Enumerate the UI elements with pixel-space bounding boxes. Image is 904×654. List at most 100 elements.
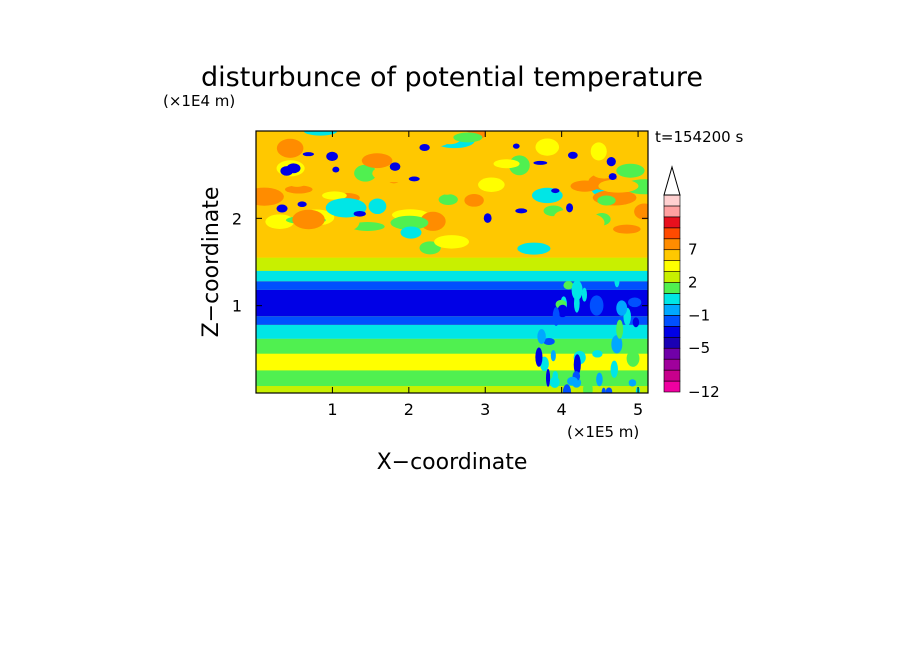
contour-cell (611, 335, 623, 354)
colorbar-segment (663, 315, 681, 327)
contour-cell (608, 173, 617, 181)
contour-band-6 (256, 289, 648, 317)
contour-cell (400, 226, 422, 239)
colorbar-segment (663, 293, 681, 305)
contour-cell (573, 354, 581, 376)
x-tick-label: 4 (557, 400, 567, 419)
colorbar-segment (663, 304, 681, 316)
contour-cell (408, 176, 420, 182)
contour-cell (563, 281, 574, 290)
contour-cell (543, 337, 555, 346)
x-unit-label: (×1E5 m) (567, 423, 639, 441)
contour-cell (590, 142, 607, 161)
plot-area (256, 131, 648, 393)
axis-ticks: 1 2 3 4 5 1 2 (232, 131, 648, 419)
x-tick-label: 2 (404, 400, 414, 419)
y-axis-label: Z−coordinate (199, 187, 224, 338)
contour-cell (390, 215, 429, 230)
contour-cell (571, 280, 583, 301)
contour-band-7 (256, 281, 648, 290)
contour-cell (613, 224, 641, 234)
contour-cell (389, 162, 401, 171)
contour-bands (256, 131, 648, 393)
colorbar-segment (663, 271, 681, 283)
contour-cell (332, 166, 340, 173)
contour-cell (285, 174, 309, 187)
colorbar-segment (663, 260, 681, 272)
contour-features (256, 131, 648, 393)
contour-cell (464, 194, 484, 207)
contour-cell (372, 164, 416, 183)
contour-cell (512, 143, 520, 149)
contour-cell (368, 198, 387, 215)
contour-cell (592, 350, 603, 358)
contour-cell (537, 329, 546, 344)
x-axis-label: X−coordinate (377, 450, 528, 475)
contour-cell (583, 381, 593, 393)
contour-cell (335, 228, 357, 237)
colorbar-segment (663, 347, 681, 360)
contour-cell (284, 185, 313, 194)
contour-cell (598, 179, 639, 193)
contour-band-5 (256, 316, 648, 325)
contour-cell (605, 387, 613, 393)
colorbar-extend-arrow (663, 165, 681, 196)
colorbar-segment (663, 205, 681, 218)
contour-cell (303, 131, 338, 136)
contour-cell (551, 188, 560, 194)
colorbar-segment (663, 358, 681, 371)
contour-cell (453, 173, 473, 192)
contour-cell (626, 350, 640, 367)
contour-cell (276, 138, 304, 158)
contour-cell (545, 368, 551, 387)
contour-band-0 (256, 386, 648, 393)
contour-cell (515, 208, 528, 214)
contour-cell (567, 151, 578, 159)
colorbar-segment (663, 227, 681, 240)
colorbar-segment (663, 326, 681, 338)
contour-cell (265, 214, 295, 229)
contour-cell (616, 319, 624, 339)
contour-cell (549, 376, 560, 388)
contour-cell (581, 287, 588, 302)
colorbar-tick-label: −1 (688, 306, 710, 324)
contour-cell (493, 159, 520, 169)
contour-cell (628, 379, 637, 387)
plot-frame (255, 130, 649, 394)
colorbar-segment (663, 238, 681, 251)
contour-cell (438, 179, 456, 195)
contour-cell (610, 360, 618, 378)
contour-band-2 (256, 353, 648, 371)
colorbar-tick-label: 7 (688, 241, 698, 259)
y-tick-label: 2 (232, 209, 242, 228)
contour-cell (419, 241, 441, 255)
contour-cell (326, 151, 338, 161)
colorbar-segment (663, 216, 681, 229)
x-tick-label: 1 (327, 400, 337, 419)
chart-title: disturbunce of potential temperature (201, 62, 703, 93)
contour-band-8 (256, 270, 648, 282)
contour-cell (483, 213, 492, 223)
contour-cell (297, 201, 307, 208)
contour-cell (420, 211, 446, 231)
contour-cell (434, 235, 470, 249)
contour-cell (478, 177, 505, 192)
contour-cell (572, 213, 605, 233)
contour-cell (615, 235, 648, 253)
contour-band-9 (256, 257, 648, 271)
contour-cell (303, 131, 347, 147)
time-label: t=154200 s (655, 128, 743, 146)
contour-cell (453, 132, 483, 143)
contour-cell (562, 384, 572, 393)
contour-cell (567, 376, 578, 386)
x-tick-label: 3 (480, 400, 490, 419)
contour-cell (292, 209, 325, 230)
contour-cell (597, 195, 616, 206)
contour-cell (276, 204, 288, 213)
contour-cell (634, 203, 648, 220)
y-tick-label: 1 (232, 297, 242, 316)
contour-cell (566, 203, 574, 213)
contour-cell (573, 293, 580, 313)
contour-cell (535, 138, 560, 156)
